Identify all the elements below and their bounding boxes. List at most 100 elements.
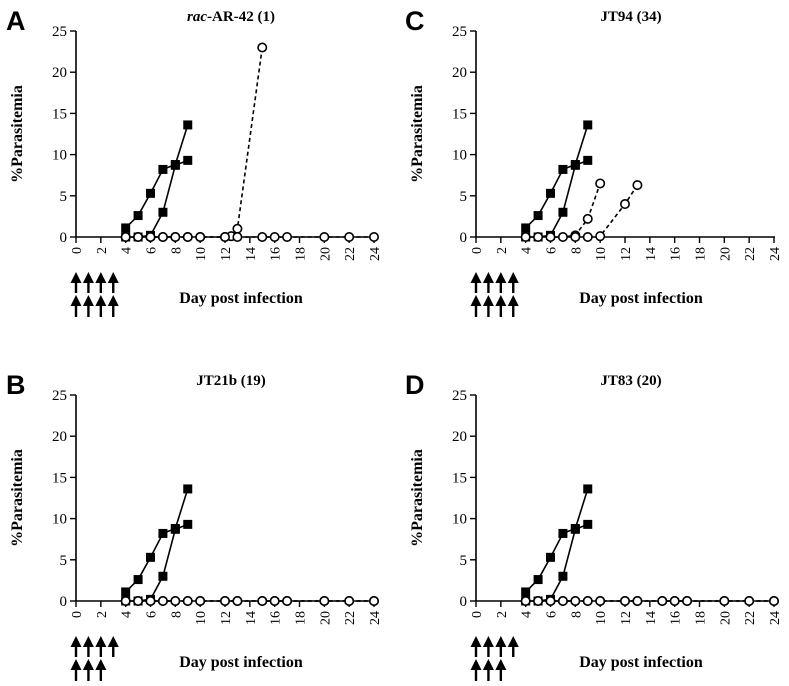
data-point-circle (282, 595, 293, 606)
y-tick-label: 5 (60, 189, 68, 205)
dose-arrow-head (70, 636, 82, 647)
y-axis-label: %Parasitemia (9, 85, 26, 183)
x-tick-label: 0 (470, 247, 485, 254)
dose-arrow-head (70, 272, 82, 283)
dose-arrow-head (70, 295, 82, 306)
dose-arrow-head (470, 272, 482, 283)
data-point-circle (220, 595, 231, 606)
data-point-circle (344, 595, 355, 606)
x-tick-label: 14 (644, 611, 659, 625)
x-axis-label: Day post infection (579, 290, 703, 307)
data-point-square (121, 587, 131, 597)
series-line-control-2 (525, 523, 589, 602)
dose-arrow-head (507, 272, 519, 283)
x-tick-label: 16 (669, 247, 684, 261)
data-point-square (546, 188, 555, 198)
dose-arrow-head (507, 636, 519, 647)
data-point-circle (545, 232, 556, 243)
x-tick-label: 24 (368, 611, 383, 625)
data-point-circle (133, 232, 144, 243)
data-point-square (558, 207, 568, 217)
x-tick-label: 18 (694, 247, 709, 261)
dose-arrow-head (82, 636, 94, 647)
data-point-circle (768, 595, 779, 606)
chart-title-text: JT83 (20) (600, 373, 661, 389)
x-tick-label: 2 (95, 611, 110, 618)
data-point-circle (257, 232, 268, 243)
x-tick-label: 4 (520, 247, 535, 254)
panel-letter: A (6, 6, 26, 36)
data-point-square (583, 484, 593, 494)
data-point-square (133, 211, 143, 221)
data-point-circle (520, 595, 531, 606)
data-point-circle (195, 232, 206, 243)
data-point-square (183, 155, 193, 165)
data-point-circle (145, 232, 156, 243)
x-tick-label: 14 (244, 247, 259, 261)
data-point-square (583, 519, 593, 529)
x-tick-label: 4 (520, 611, 535, 618)
dose-arrow-head (107, 272, 119, 283)
dose-arrow-head (482, 295, 494, 306)
data-point-circle (557, 595, 568, 606)
chart-title: JT94 (34) (600, 9, 661, 25)
x-tick-label: 16 (269, 611, 284, 625)
y-tick-label: 20 (52, 429, 67, 445)
data-point-square (583, 120, 593, 130)
x-tick-label: 2 (495, 611, 510, 618)
data-point-circle (582, 213, 593, 224)
x-tick-label: 8 (569, 247, 584, 254)
data-point-square (158, 528, 168, 538)
data-point-circle (632, 595, 643, 606)
y-tick-label: 15 (452, 106, 467, 122)
x-tick-label: 10 (594, 611, 609, 625)
series-line-treated-1 (125, 47, 264, 238)
data-point-circle (170, 595, 181, 606)
x-tick-label: 18 (294, 611, 309, 625)
y-axis-label: %Parasitemia (409, 449, 426, 547)
series-line-control-2 (125, 159, 189, 238)
data-point-circle (619, 199, 630, 210)
x-tick-label: 20 (318, 611, 333, 625)
data-point-circle (533, 595, 544, 606)
x-tick-label: 10 (594, 247, 609, 261)
data-point-circle (744, 595, 755, 606)
x-tick-label: 12 (219, 611, 234, 625)
dose-arrow-head (495, 659, 507, 670)
dose-arrow-head (482, 659, 494, 670)
dose-arrow-head (470, 659, 482, 670)
y-tick-label: 10 (52, 512, 67, 528)
data-point-square (570, 160, 580, 170)
data-point-circle (257, 42, 268, 53)
x-tick-label: 4 (120, 611, 135, 618)
data-point-circle (368, 595, 379, 606)
data-point-square (570, 524, 580, 534)
x-axis-label: Day post infection (179, 654, 303, 671)
data-point-circle (145, 595, 156, 606)
dose-arrow-head (95, 659, 107, 670)
data-point-circle (570, 595, 581, 606)
data-point-circle (582, 232, 593, 243)
data-point-circle (669, 595, 680, 606)
data-point-circle (582, 595, 593, 606)
y-tick-label: 15 (452, 470, 467, 486)
x-tick-label: 18 (694, 611, 709, 625)
data-point-square (183, 120, 193, 130)
y-tick-label: 5 (60, 553, 68, 569)
data-point-circle (557, 232, 568, 243)
series-line-control-2 (125, 523, 189, 602)
chart-title-text: JT21b (19) (196, 373, 266, 389)
data-point-circle (520, 232, 531, 243)
y-tick-label: 5 (460, 189, 468, 205)
dose-arrow-head (507, 295, 519, 306)
data-point-circle (157, 232, 168, 243)
y-tick-label: 20 (452, 65, 467, 81)
y-tick-label: 15 (52, 470, 67, 486)
y-tick-label: 25 (52, 388, 67, 404)
data-point-square (558, 164, 568, 174)
x-tick-label: 6 (545, 611, 560, 618)
x-tick-label: 10 (194, 611, 209, 625)
chart-title: rac-AR-42 (1) (187, 9, 275, 25)
series-line-treated-2 (575, 184, 639, 238)
